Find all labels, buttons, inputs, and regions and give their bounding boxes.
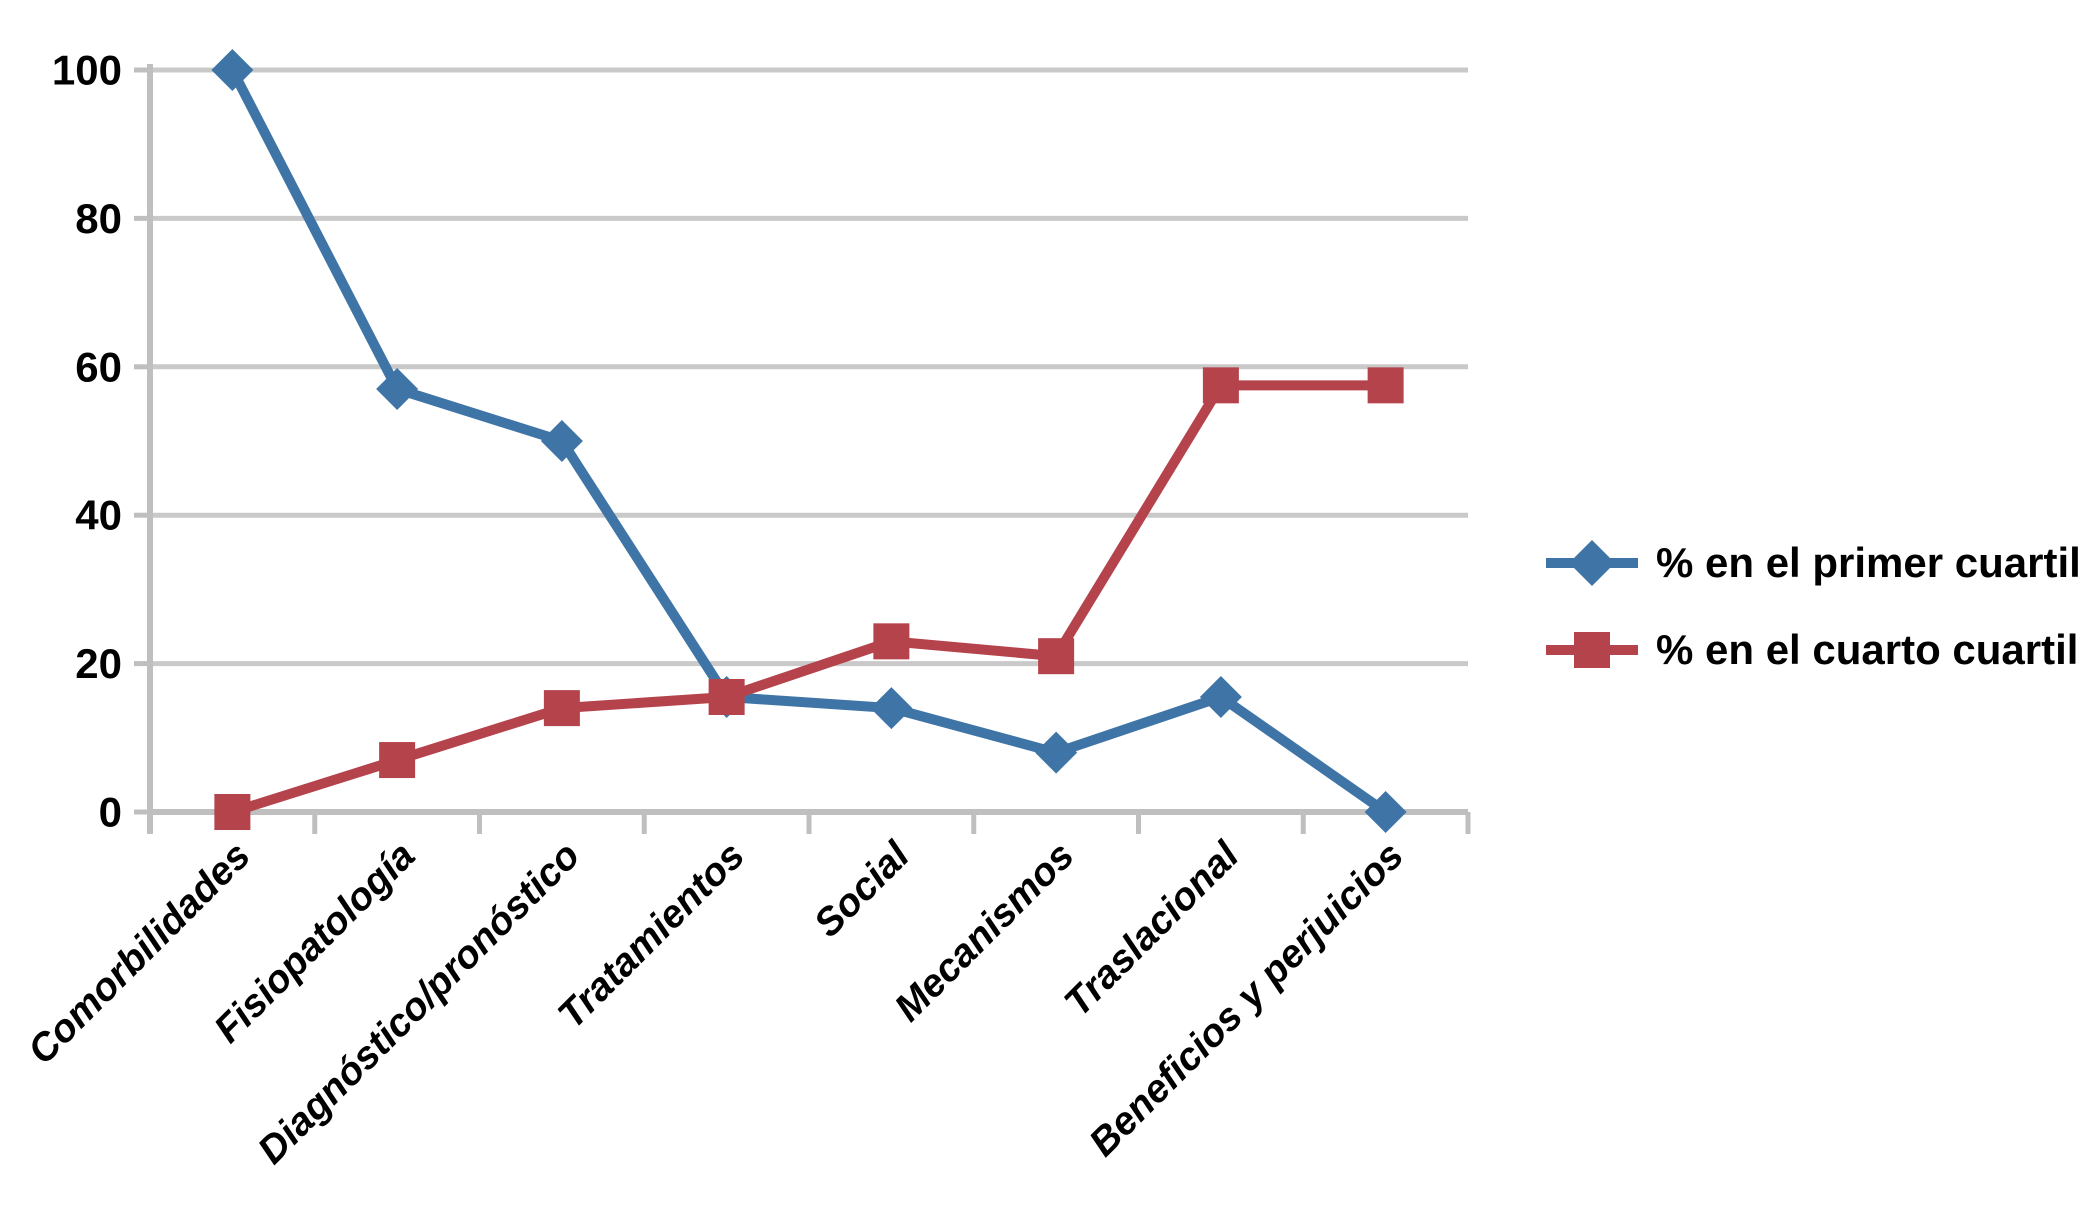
y-tick-label-40: 40: [75, 492, 122, 539]
series-primer-cuartil: [211, 49, 1407, 833]
series-cuarto-cuartil: [214, 367, 1404, 830]
marker-diamond: [540, 420, 583, 462]
y-tick-label-20: 20: [75, 640, 122, 687]
legend-label-cuarto-cuartil: % en el cuarto cuartil: [1656, 626, 2079, 673]
legend-item-cuarto-cuartil: % en el cuarto cuartil: [1546, 620, 2081, 680]
marker-square: [1038, 638, 1075, 675]
y-tick-labels: 0 20 40 60 80 100: [52, 47, 122, 836]
marker-diamond: [1199, 675, 1242, 718]
x-category-label: Social: [806, 833, 918, 945]
gridlines: [150, 67, 1468, 667]
marker-diamond: [1035, 731, 1078, 774]
marker-diamond: [211, 49, 254, 91]
legend-square-marker-icon: [1546, 632, 1638, 668]
series-line: [227, 380, 1391, 817]
marker-diamond: [870, 687, 913, 730]
legend-item-primer-cuartil: % en el primer cuartil: [1546, 533, 2081, 593]
axes: [134, 64, 1471, 834]
x-category-label: Beneficios y perjuicios: [1081, 834, 1412, 1165]
legend-diamond-marker-icon: [1546, 540, 1638, 586]
series-line: [227, 65, 1391, 817]
marker-square: [873, 623, 910, 660]
marker-square: [379, 742, 416, 779]
marker-square: [214, 794, 251, 830]
x-category-labels: ComorbilidadesFisiopatologíaDiagnóstico/…: [20, 833, 1412, 1172]
x-category-label: Diagnóstico/pronóstico: [250, 834, 588, 1172]
marker-diamond: [1364, 791, 1407, 833]
y-tick-label-60: 60: [75, 343, 122, 390]
marker-diamond: [376, 368, 419, 411]
marker-square: [1202, 367, 1239, 404]
marker-square: [543, 690, 580, 727]
legend-label-primer-cuartil: % en el primer cuartil: [1656, 539, 2081, 586]
legend: % en el primer cuartil % en el cuarto cu…: [1546, 533, 2081, 680]
y-tick-label-80: 80: [75, 195, 122, 242]
marker-square: [708, 678, 745, 715]
marker-square: [1367, 367, 1404, 404]
y-tick-label-0: 0: [99, 789, 122, 836]
y-tick-label-100: 100: [52, 47, 122, 94]
